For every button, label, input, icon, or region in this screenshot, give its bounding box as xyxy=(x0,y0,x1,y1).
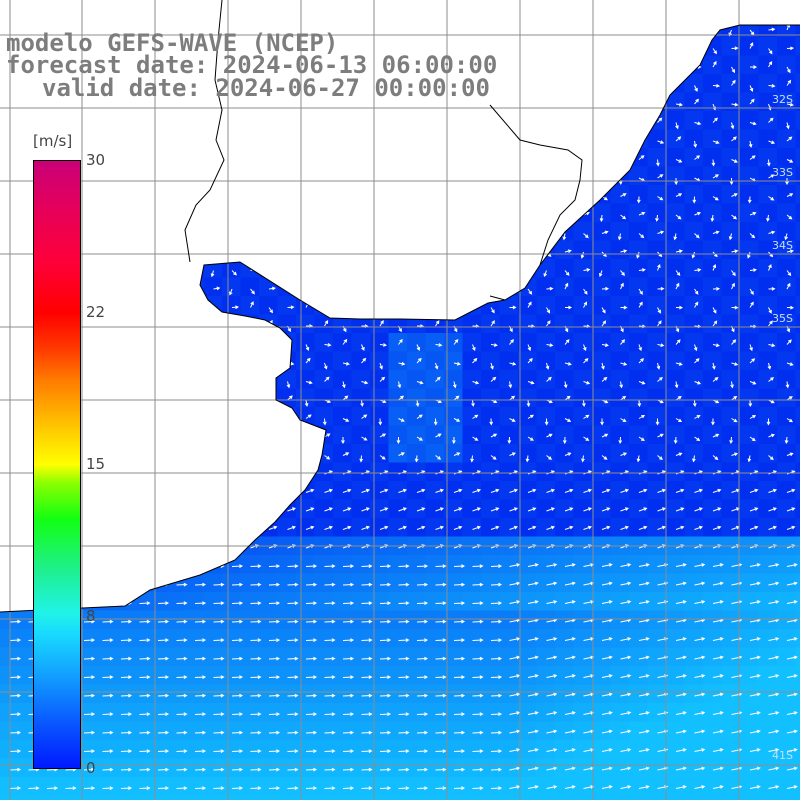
coastline xyxy=(0,24,800,613)
colorbar xyxy=(33,160,81,769)
colorbar-tick-22: 22 xyxy=(86,303,106,321)
valid-date: valid date: 2024-06-27 00:00:00 xyxy=(42,74,490,102)
latitude-label-32s: 32S xyxy=(772,93,793,106)
forecast-date: forecast date: 2024-06-13 06:00:00 xyxy=(6,51,498,79)
colorbar-tick-15: 15 xyxy=(86,455,106,473)
colorbar-tick-30: 30 xyxy=(86,151,106,169)
latitude-label-33s: 33S xyxy=(772,166,793,179)
colorbar-unit: [m/s] xyxy=(33,132,73,150)
model-name: modelo GEFS-WAVE (NCEP) xyxy=(6,29,339,57)
latitude-label-35s: 35S xyxy=(772,312,793,325)
colorbar-tick-0: 0 xyxy=(86,759,96,777)
latitude-label-41s: 41S xyxy=(772,749,793,762)
border-lines xyxy=(184,0,583,301)
colorbar-tick-8: 8 xyxy=(86,607,96,625)
latitude-label-34s: 34S xyxy=(772,239,793,252)
